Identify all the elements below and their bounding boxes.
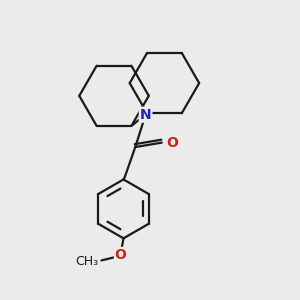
- Text: O: O: [166, 136, 178, 150]
- Text: O: O: [115, 248, 127, 262]
- Text: N: N: [140, 108, 152, 122]
- Text: CH₃: CH₃: [75, 255, 98, 268]
